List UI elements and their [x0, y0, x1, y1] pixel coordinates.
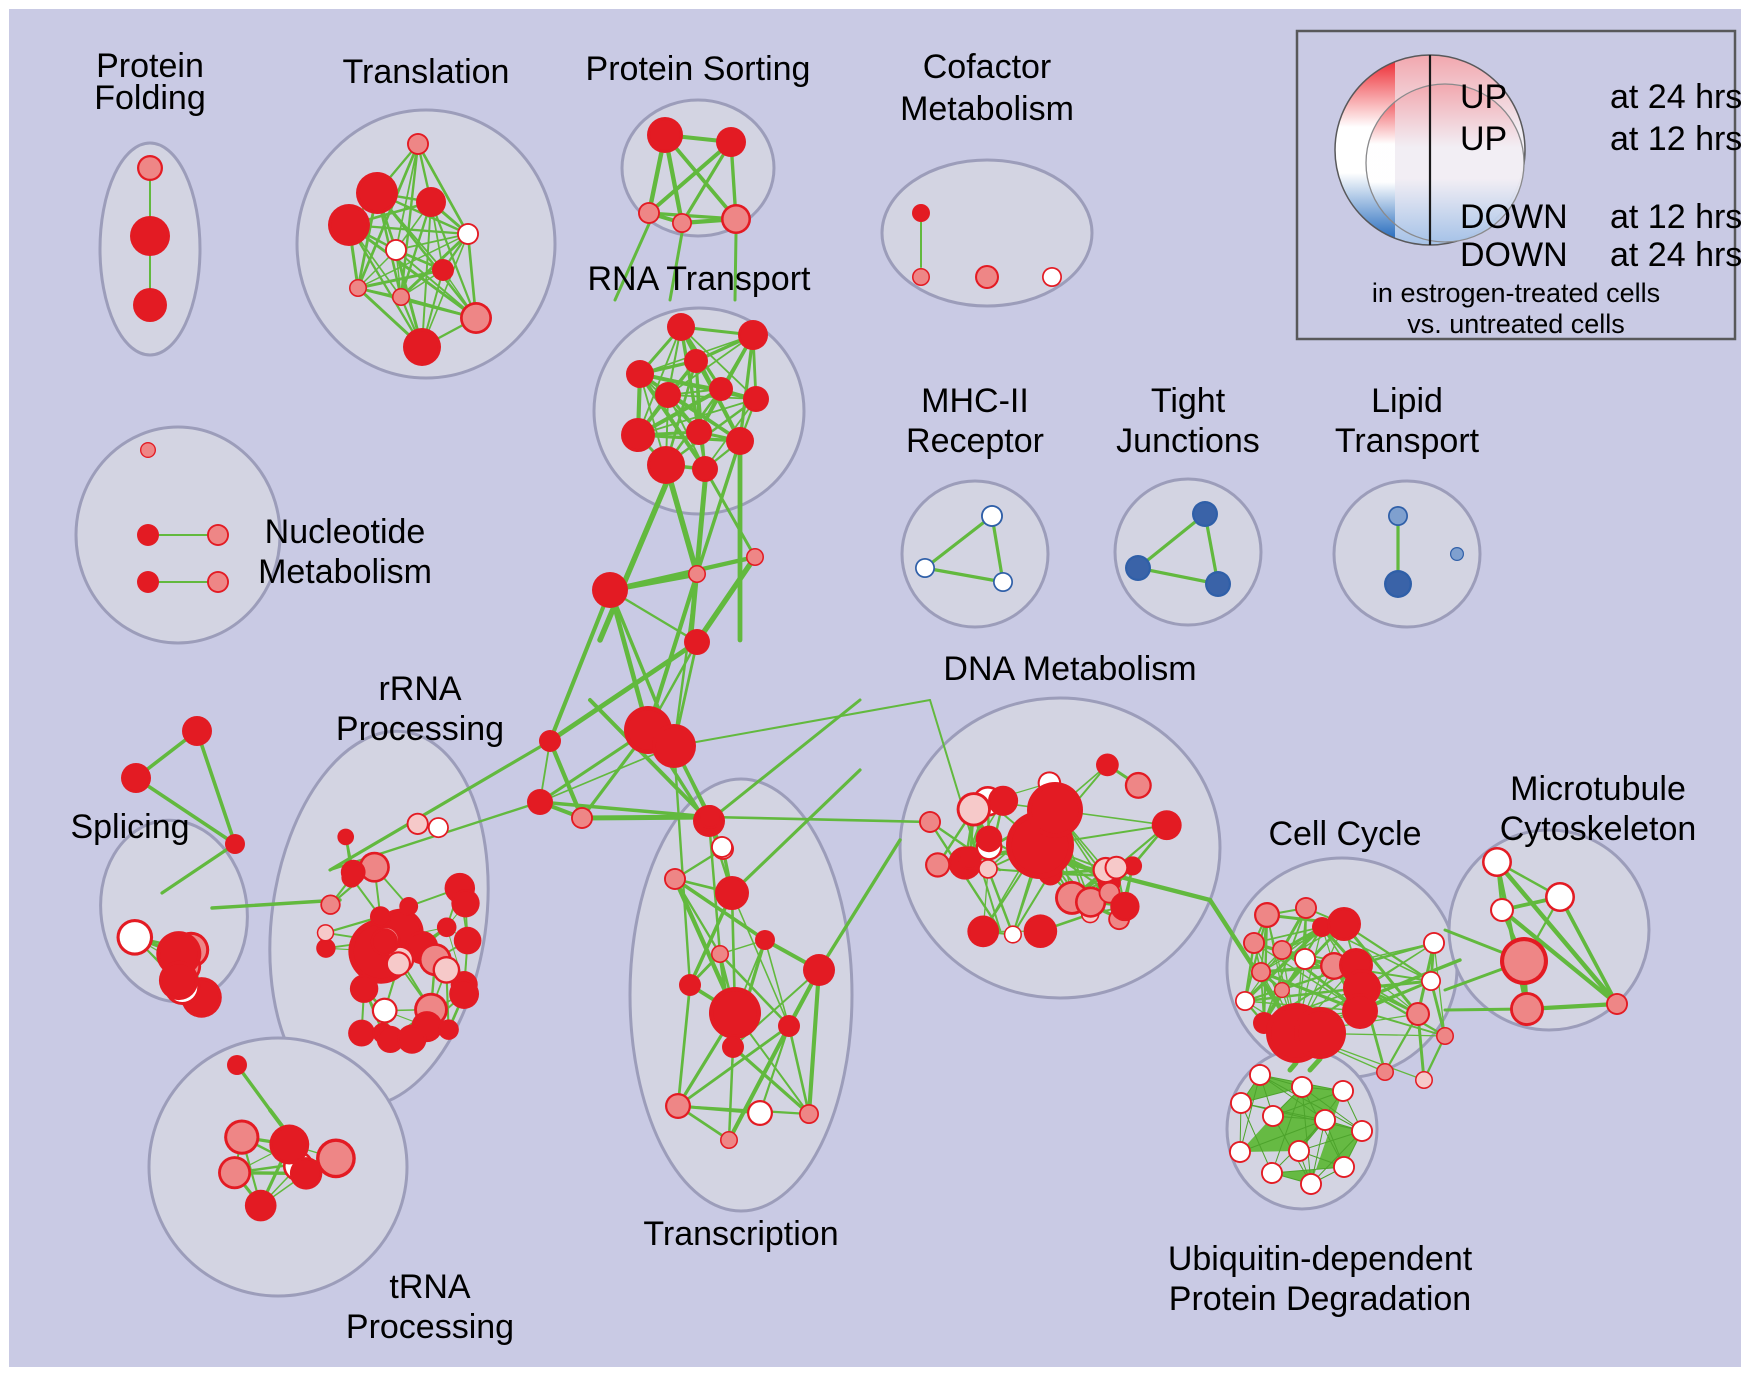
svg-text:Junctions: Junctions: [1116, 422, 1260, 460]
svg-text:rRNA: rRNA: [378, 670, 461, 708]
svg-text:tRNA: tRNA: [389, 1268, 471, 1306]
svg-text:UP: UP: [1460, 120, 1507, 158]
svg-text:DOWN: DOWN: [1460, 198, 1568, 236]
svg-text:Ubiquitin-dependent: Ubiquitin-dependent: [1168, 1240, 1473, 1278]
svg-text:Tight: Tight: [1151, 382, 1226, 420]
svg-text:Splicing: Splicing: [70, 808, 189, 846]
svg-text:Receptor: Receptor: [906, 422, 1044, 460]
svg-text:in estrogen-treated cells: in estrogen-treated cells: [1372, 278, 1660, 308]
svg-text:Processing: Processing: [346, 1308, 514, 1346]
svg-text:UP: UP: [1460, 78, 1507, 116]
svg-text:MHC-II: MHC-II: [921, 382, 1029, 420]
svg-text:at 12 hrs: at 12 hrs: [1610, 120, 1742, 158]
svg-text:DNA Metabolism: DNA Metabolism: [943, 650, 1196, 688]
svg-text:Transport: Transport: [1335, 422, 1480, 460]
svg-text:at 24 hrs: at 24 hrs: [1610, 78, 1742, 116]
svg-text:Metabolism: Metabolism: [258, 553, 432, 591]
svg-text:Cofactor: Cofactor: [923, 48, 1052, 86]
svg-text:Protein Degradation: Protein Degradation: [1169, 1280, 1471, 1318]
svg-text:at 12 hrs: at 12 hrs: [1610, 198, 1742, 236]
svg-text:Processing: Processing: [336, 710, 504, 748]
svg-text:Transcription: Transcription: [643, 1215, 838, 1253]
svg-text:Nucleotide: Nucleotide: [265, 513, 426, 551]
svg-text:Folding: Folding: [94, 79, 206, 117]
svg-text:Microtubule: Microtubule: [1510, 770, 1686, 808]
svg-text:RNA Transport: RNA Transport: [588, 260, 812, 298]
svg-text:Cytoskeleton: Cytoskeleton: [1500, 810, 1697, 848]
svg-text:DOWN: DOWN: [1460, 236, 1568, 274]
svg-text:Cell Cycle: Cell Cycle: [1268, 815, 1421, 853]
svg-text:Translation: Translation: [343, 53, 510, 91]
svg-text:Protein Sorting: Protein Sorting: [586, 50, 811, 88]
svg-text:Lipid: Lipid: [1371, 382, 1443, 420]
svg-text:vs. untreated cells: vs. untreated cells: [1407, 309, 1625, 339]
svg-text:Metabolism: Metabolism: [900, 90, 1074, 128]
svg-text:at 24 hrs: at 24 hrs: [1610, 236, 1742, 274]
